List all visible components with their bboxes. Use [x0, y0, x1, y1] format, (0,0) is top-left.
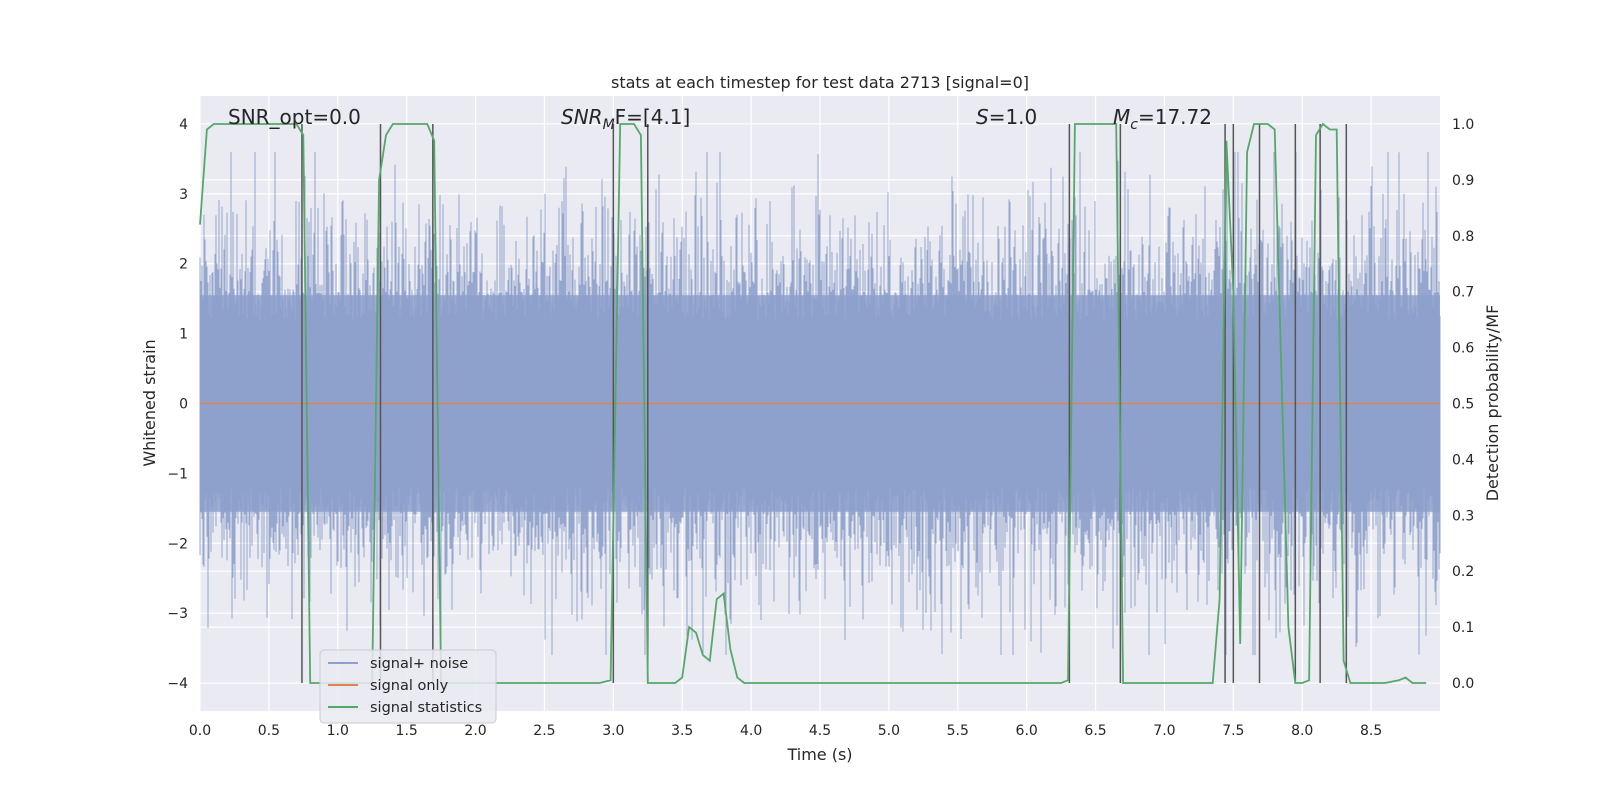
- y-right-tick-label: 0.3: [1452, 508, 1474, 524]
- x-tick-label: 3.0: [602, 723, 624, 739]
- y-left-tick-label: −4: [167, 676, 188, 692]
- x-tick-label: 0.0: [189, 723, 211, 739]
- x-tick-label: 1.5: [396, 723, 418, 739]
- x-tick-label: 4.5: [809, 723, 831, 739]
- y-left-tick-label: 1: [179, 327, 188, 343]
- x-tick-label: 6.5: [1084, 723, 1106, 739]
- y-right-tick-label: 1.0: [1452, 117, 1474, 133]
- x-tick-label: 7.5: [1222, 723, 1244, 739]
- annotation-mc: Mc=17.72: [1113, 105, 1212, 133]
- y-left-axis-label: Whitened strain: [140, 339, 159, 466]
- x-tick-label: 1.0: [327, 723, 349, 739]
- y-right-tick-label: 0.0: [1452, 676, 1474, 692]
- x-tick-label: 5.0: [878, 723, 900, 739]
- x-tick-label: 3.5: [671, 723, 693, 739]
- y-right-tick-label: 0.7: [1452, 285, 1474, 301]
- y-right-tick-label: 0.9: [1452, 173, 1474, 189]
- y-right-tick-label: 0.8: [1452, 229, 1474, 245]
- x-tick-label: 2.0: [464, 723, 486, 739]
- annotation-s: S=1.0: [976, 105, 1037, 129]
- y-left-tick-label: −2: [167, 536, 188, 552]
- x-tick-label: 4.0: [740, 723, 762, 739]
- y-left-tick-label: 2: [179, 257, 188, 273]
- y-left-tick-label: 0: [179, 397, 188, 413]
- y-right-axis-label: Detection probability/MF: [1483, 305, 1502, 502]
- chart-title: stats at each timestep for test data 271…: [611, 73, 1029, 92]
- x-tick-label: 0.5: [258, 723, 280, 739]
- y-right-tick-label: 0.4: [1452, 452, 1474, 468]
- vertical-markers: [301, 123, 1348, 684]
- y-left-tick-label: 3: [179, 187, 188, 203]
- y-right-tick-label: 0.6: [1452, 341, 1474, 357]
- y-right-tick-label: 0.5: [1452, 397, 1474, 413]
- legend: signal+ noise signal only signal statist…: [319, 649, 497, 724]
- x-tick-label: 8.0: [1291, 723, 1313, 739]
- legend-label-signal: signal only: [370, 678, 449, 694]
- y-right-tick-label: 0.2: [1452, 564, 1474, 580]
- annotation-snr-opt: SNR_opt=0.0: [228, 105, 361, 129]
- x-axis-label: Time (s): [786, 745, 852, 764]
- y-left-tick-label: 4: [179, 117, 188, 133]
- y-left-tick-label: −1: [167, 466, 188, 482]
- x-tick-label: 8.5: [1360, 723, 1382, 739]
- legend-label-stats: signal statistics: [370, 700, 482, 716]
- x-tick-labels: 0.0 0.5 1.0 1.5 2.0 2.5 3.0 3.5 4.0 4.5 5.0 5.5 6.0 6…: [189, 723, 1382, 739]
- y-left-tick-labels: 4 3 2 1 0 −1 −2 −3 −4: [167, 117, 188, 692]
- legend-box: [319, 649, 497, 724]
- legend-label-noise: signal+ noise: [370, 656, 468, 672]
- y-left-tick-label: −3: [167, 606, 188, 622]
- annotation-snr-mf: SNRMF=[4.1]: [561, 105, 690, 133]
- y-right-tick-label: 0.1: [1452, 620, 1474, 636]
- x-tick-label: 6.0: [1016, 723, 1038, 739]
- x-tick-label: 2.5: [533, 723, 555, 739]
- x-tick-label: 5.5: [947, 723, 969, 739]
- y-right-tick-labels: 1.0 0.9 0.8 0.7 0.6 0.5 0.4 0.3 0.2 0.1 0.0: [1452, 117, 1474, 692]
- x-tick-label: 7.0: [1153, 723, 1175, 739]
